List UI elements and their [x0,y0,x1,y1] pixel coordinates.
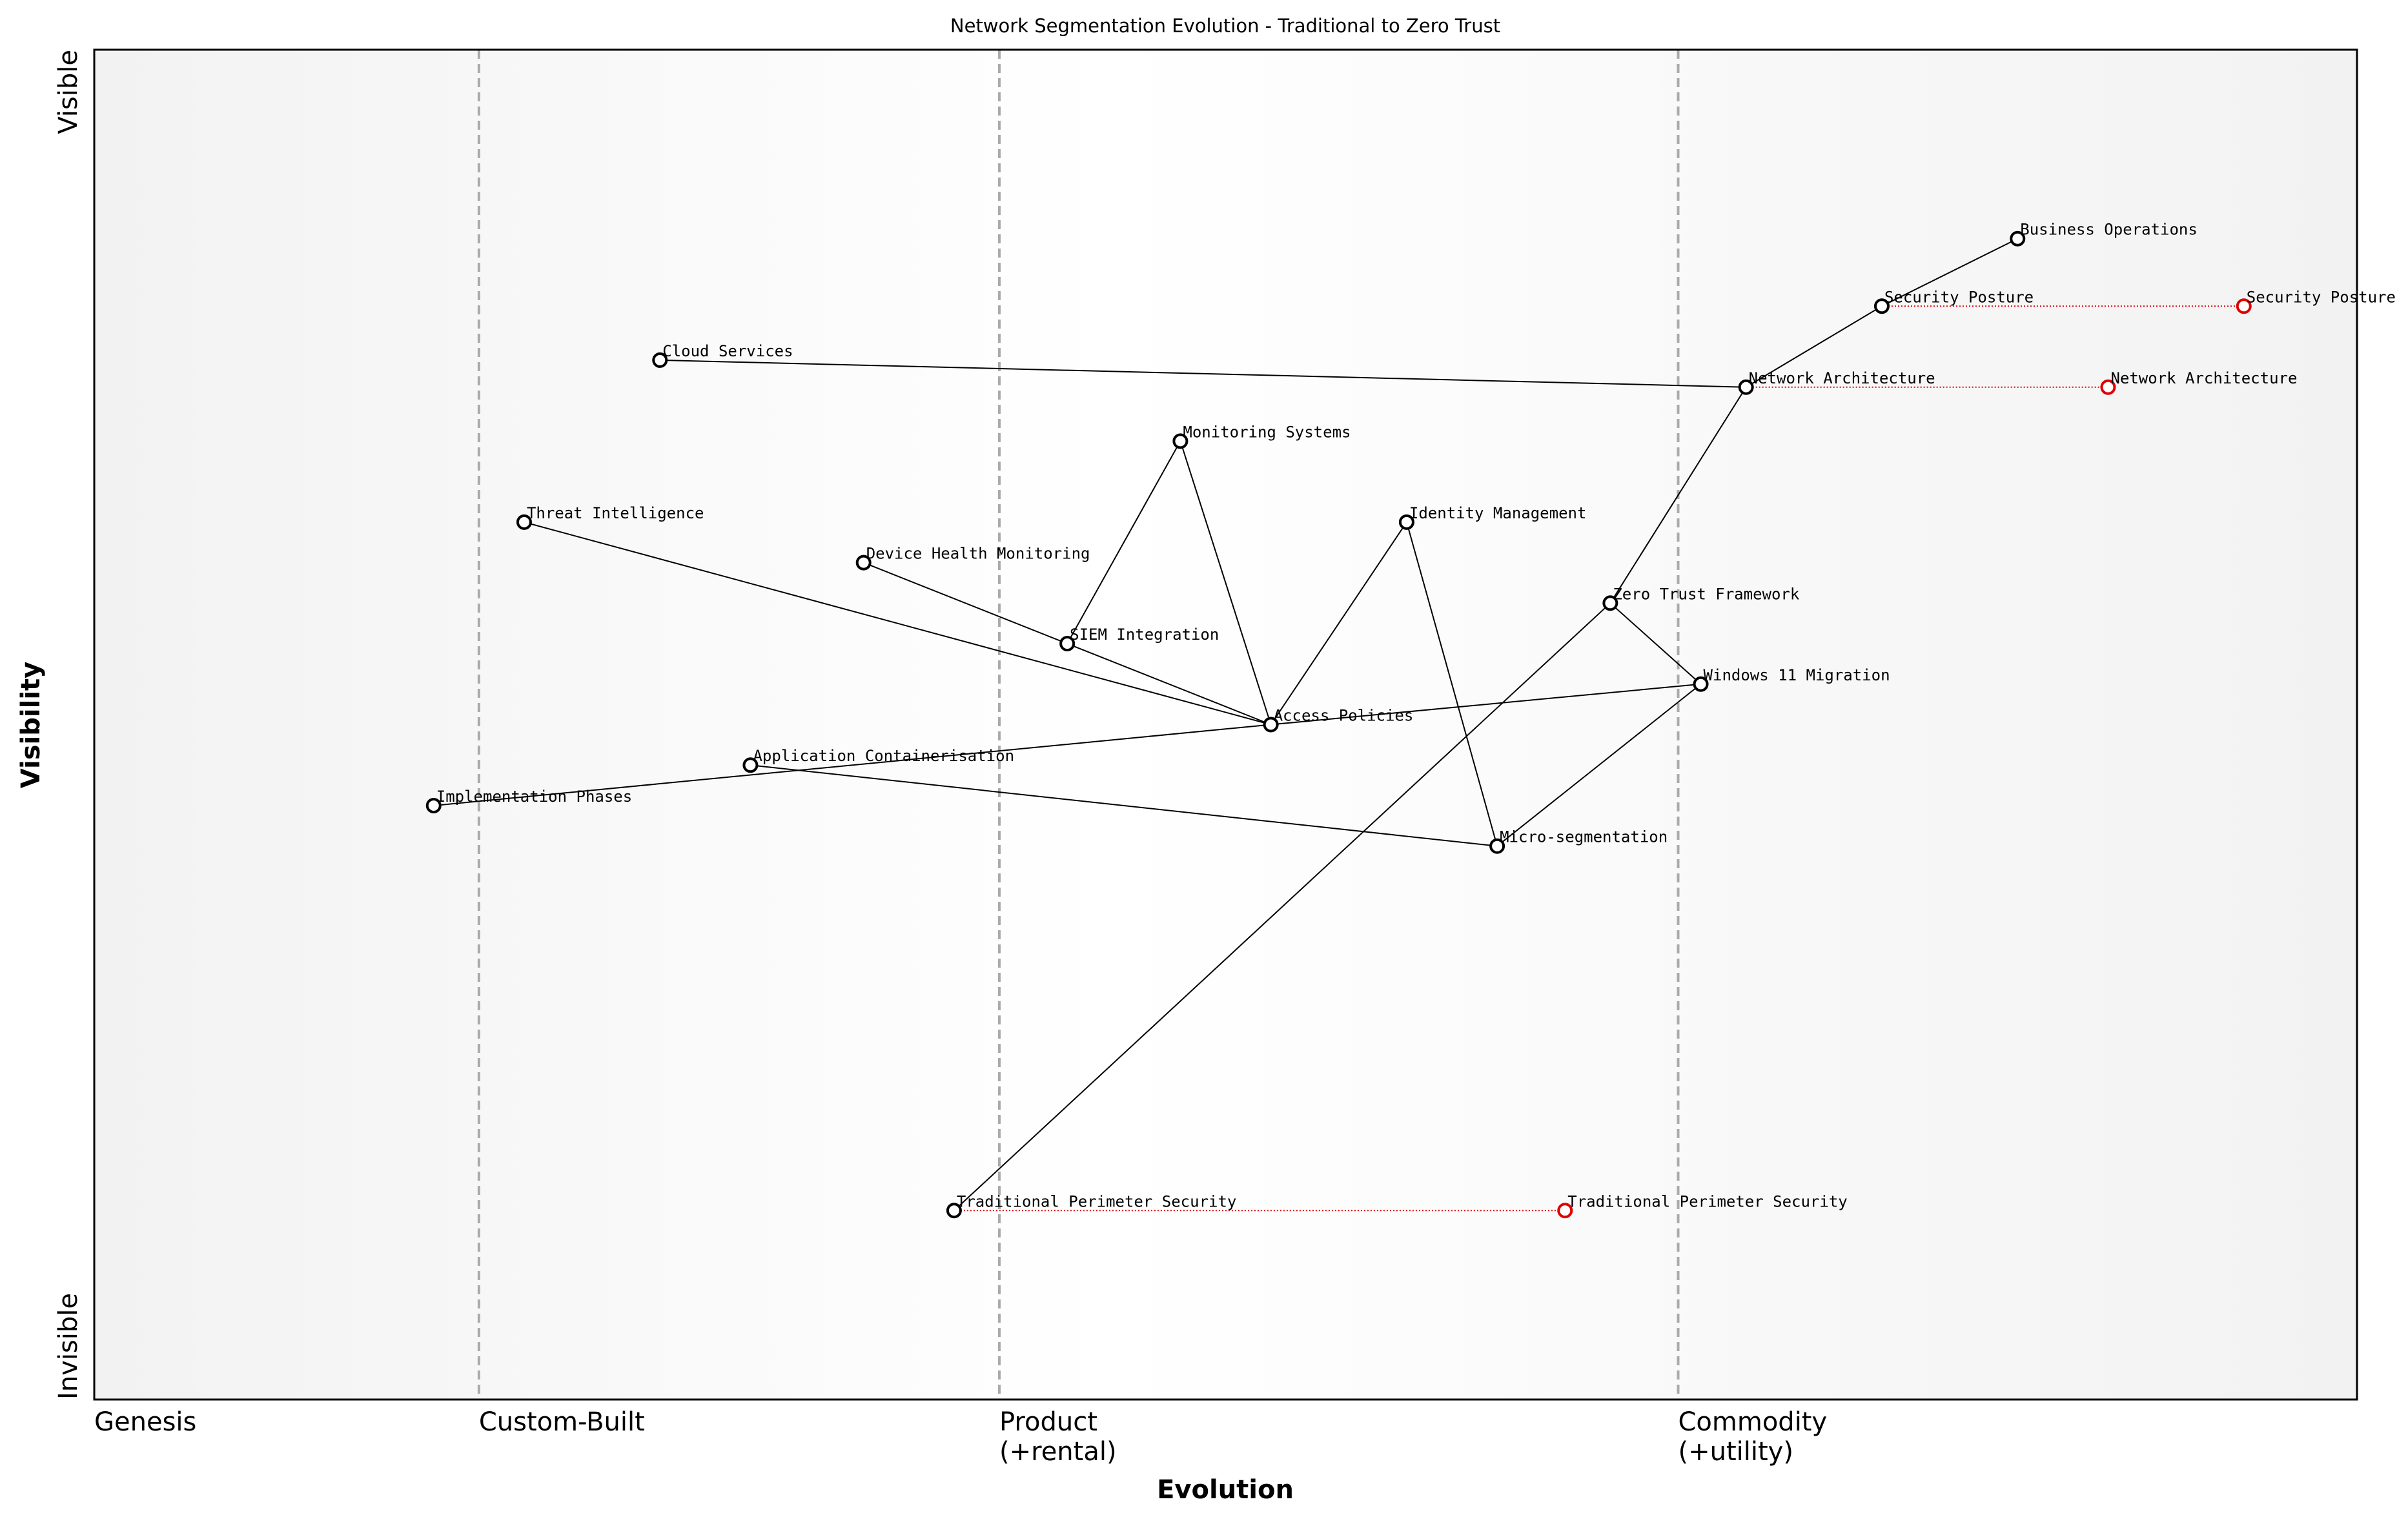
component [516,514,532,530]
component-label: SIEM Integration [1070,626,1219,644]
link [1179,441,1272,725]
link [1270,683,1701,726]
component-label: Device Health Monitoring [866,545,1090,563]
component [1263,717,1279,733]
component-label: Network Architecture [2110,369,2297,387]
stage-label: Commodity (+utility) [1678,1407,1828,1467]
component [1172,433,1189,449]
component-label: Application Containerisation [753,747,1014,765]
component [1693,676,1709,692]
x-axis-label: Evolution [1157,1475,1294,1505]
link [433,724,1271,806]
y-end-label: Invisible [54,1293,83,1400]
component [1602,595,1618,611]
plot: Genesis Custom-Built Product (+rental) Commo… [94,50,2396,1467]
component [1059,636,1076,652]
component-label: Traditional Perimeter Security [957,1192,1236,1210]
evolved-component [2236,298,2252,314]
evolved-component [1557,1203,1573,1219]
component [652,352,668,368]
stage-label-line: Custom-Built [479,1407,645,1437]
component-label: Security Posture [1884,288,2034,306]
link [1066,440,1181,644]
stage-label-line: Genesis [94,1407,196,1437]
component-label: Business Operations [2020,221,2198,239]
plot-frame [93,48,2358,1401]
component-label: Traditional Perimeter Security [1567,1192,1847,1210]
component [742,757,759,773]
link [1746,305,1883,388]
plot-background [94,50,2357,1400]
link [1496,683,1702,847]
component-label: Micro-segmentation [1500,828,1668,846]
link [863,562,1068,644]
component-label: Identity Management [1409,504,1587,522]
component-label: Zero Trust Framework [1613,585,1800,603]
stage-label-line: Product [999,1407,1097,1437]
component [855,555,872,571]
component [946,1203,962,1219]
link [1881,238,2018,307]
component-label: Network Architecture [1749,369,1935,387]
link [1066,643,1271,726]
link [1609,602,1702,685]
component [1489,838,1505,854]
link [1270,522,1407,726]
component [1398,514,1414,530]
component-label: Windows 11 Migration [1704,666,1890,684]
component [2010,230,2026,247]
component-label: Implementation Phases [436,788,632,806]
y-axis-label: Visibility [16,662,46,788]
y-end-label: Visible [54,50,83,134]
component [1873,298,1890,314]
component-label: Security Posture [2247,288,2396,306]
link [1609,387,1747,604]
stage-label-line: (+utility) [1678,1437,1793,1467]
chart-title: Network Segmentation Evolution - Traditi… [950,15,1500,37]
component-label: Cloud Services [662,342,793,360]
component-label: Monitoring Systems [1183,423,1351,441]
component [1738,379,1754,395]
stage-label: Product (+rental) [999,1407,1117,1467]
stage-label: Genesis [94,1407,196,1437]
link [954,602,1611,1211]
link [660,359,1746,388]
component-label: Threat Intelligence [527,504,704,522]
stage-label-line: (+rental) [999,1437,1117,1467]
link [524,521,1271,726]
stage-label: Custom-Built [479,1407,645,1437]
evolved-component [2100,379,2116,395]
stage-label-line: Commodity [1678,1407,1828,1437]
link [750,764,1498,847]
link [1405,522,1498,846]
component-label: Access Policies [1274,707,1414,725]
component [425,797,442,813]
